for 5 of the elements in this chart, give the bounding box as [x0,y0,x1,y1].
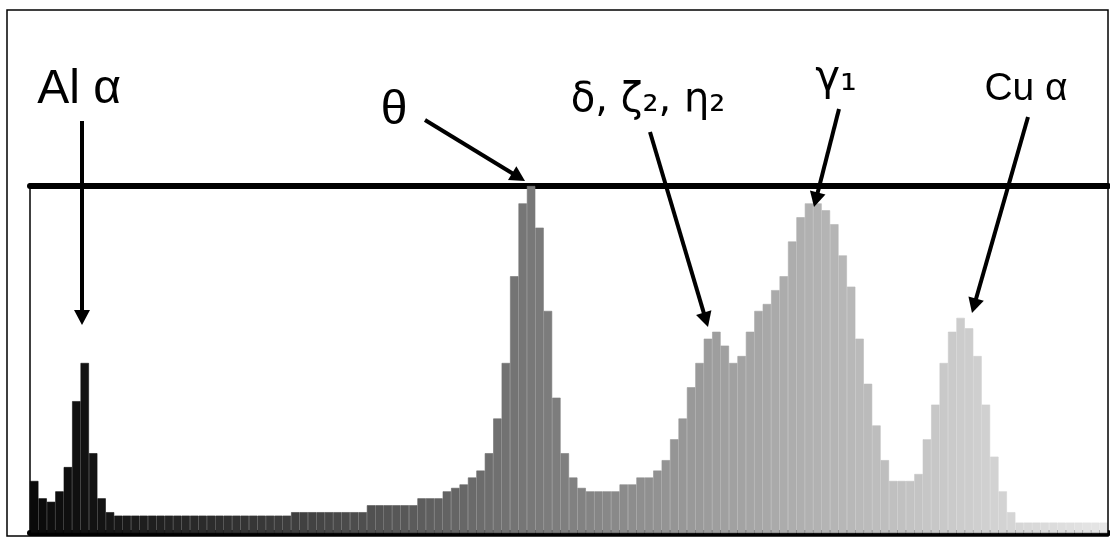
text: γ₁ [815,50,857,100]
text: Al α [37,59,121,113]
text: Cu α [984,64,1068,108]
text: θ [380,80,408,134]
text: δ, ζ₂, η₂ [570,74,726,120]
